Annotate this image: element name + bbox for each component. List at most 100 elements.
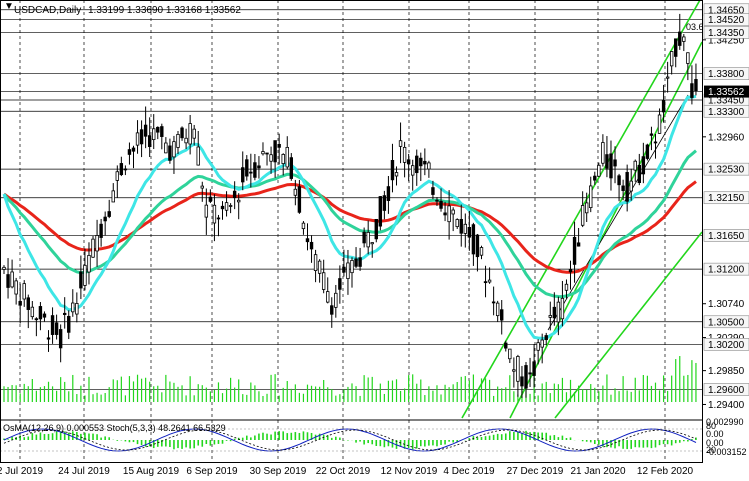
candle-body [236,199,241,203]
candle-body [289,157,294,179]
candle-body [79,271,83,289]
candle-body [678,31,682,46]
candle-body [338,278,342,290]
candle-body [317,260,322,274]
candle-body [390,160,395,181]
candle-body [463,223,468,234]
candle-body [261,151,265,155]
candle-body [350,259,354,274]
level-label-box [703,191,749,205]
candle-body [281,154,285,164]
candle-body [641,156,646,175]
level-label: 1.31200 [708,265,745,276]
candle-body [253,162,257,178]
stoch-signal-line [3,429,697,451]
candle-body [540,339,544,348]
candle-body [366,231,370,248]
candle-body [423,160,427,165]
level-label-box [703,13,749,26]
candle-body [398,140,403,147]
candle-body [427,162,431,170]
y-tick-label: 1.32960 [708,132,745,143]
candle-body [378,196,383,227]
top-label-fragment: 03.6 [686,22,704,32]
candle-body [293,188,298,196]
candle-body [362,231,366,244]
candle-body [249,171,253,174]
candle-body [38,306,43,320]
candle-body [617,175,621,186]
candle-body [75,303,79,315]
candle-body [321,272,326,290]
chart-title: USDCAD,Daily [14,5,81,16]
candle-body [467,227,472,238]
candle-body [415,155,419,174]
candle-body [483,281,488,284]
candle-body [30,306,35,318]
candle-body [410,165,415,176]
candle-body [152,128,156,140]
candle-body [241,167,245,183]
candle-body [625,172,629,202]
candle-body [192,128,196,139]
x-tick-label: 2 Jul 2019 [0,466,44,477]
candle-body [342,266,346,273]
candle-body [560,297,565,320]
candle-body [374,218,378,240]
ohlc-readout: 1.33199 1.33690 1.33168 1.33562 [88,5,241,16]
candle-body [232,190,237,199]
candle-body [665,76,670,79]
candle-body [147,135,152,147]
candle-body [160,126,164,137]
x-tick-label: 12 Nov 2019 [381,466,438,477]
channel-midline [547,94,689,331]
candle-body [245,159,249,177]
channel-line [554,231,703,419]
candle-body [370,242,374,245]
candle-body [386,186,391,201]
candle-body [605,154,609,169]
x-tick-label: 30 Sep 2019 [250,466,307,477]
candle-body [589,185,593,209]
candle-body [552,306,557,319]
candle-body [512,369,516,372]
candle-body [330,305,334,315]
candle-body [661,99,666,113]
candle-body [564,283,569,291]
level-label: 1.31650 [708,231,745,242]
candle-body [471,224,476,255]
candle-body [164,142,168,154]
candle-body [609,153,613,179]
candle-body [212,204,217,224]
candle-body [18,301,22,306]
level-label: 1.32530 [708,165,745,176]
candle-body [99,223,103,238]
candle-body [135,132,140,146]
candle-body [305,238,310,243]
candle-body [633,160,637,171]
candle-body [2,266,6,270]
candle-body [119,163,124,176]
candle-body [176,134,180,148]
candle-body [690,83,694,98]
level-label-box [703,338,749,351]
candle-body [257,165,261,169]
level-label: 1.33300 [708,107,745,118]
candle-body [188,123,192,145]
y-tick-label: 1.29400 [708,400,745,411]
candle-body [520,376,524,387]
candle-body [180,127,184,139]
candle-body [46,337,51,340]
candle-body [451,209,455,215]
volume-bars [3,356,697,402]
level-label-box [703,383,749,396]
candle-body [459,218,463,234]
level-label-box [703,26,749,39]
y-tick-label: 1.29850 [708,366,745,377]
candle-body [495,302,500,317]
candle-body [544,335,548,341]
candle-body [301,222,306,230]
y-tick-label: 1.34250 [708,35,745,46]
